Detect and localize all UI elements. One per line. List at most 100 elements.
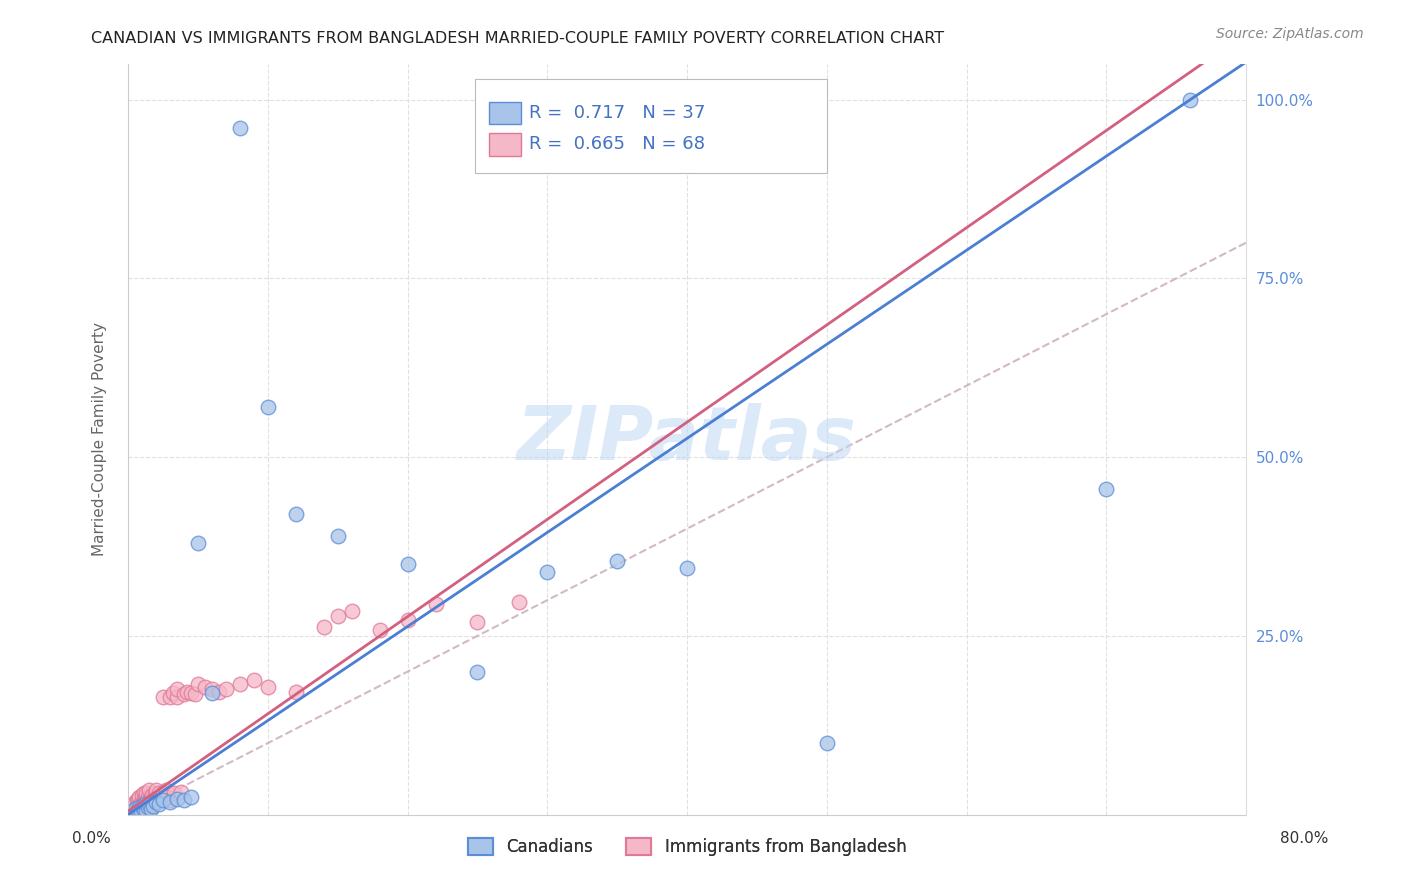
Point	[159, 795, 181, 809]
Point	[312, 620, 335, 634]
Point	[138, 782, 160, 797]
Point	[127, 799, 149, 814]
Point	[142, 799, 165, 814]
Point	[163, 786, 186, 800]
Point	[134, 797, 156, 811]
Point	[120, 804, 142, 818]
Point	[215, 682, 238, 697]
Point	[184, 688, 207, 702]
Point	[146, 789, 169, 804]
Point	[467, 615, 489, 629]
Point	[128, 797, 150, 811]
Point	[180, 686, 202, 700]
Point	[1178, 93, 1201, 107]
Point	[166, 792, 188, 806]
Point	[125, 805, 148, 819]
Point	[676, 561, 699, 575]
Text: Source: ZipAtlas.com: Source: ZipAtlas.com	[1216, 27, 1364, 41]
Text: R =  0.717   N = 37: R = 0.717 N = 37	[530, 103, 706, 122]
Point	[129, 795, 152, 809]
Point	[152, 690, 174, 704]
Point	[229, 677, 252, 691]
Point	[121, 799, 143, 814]
Point	[176, 684, 198, 698]
Point	[136, 800, 159, 814]
Point	[170, 785, 193, 799]
Point	[229, 121, 252, 136]
Point	[156, 789, 179, 804]
FancyBboxPatch shape	[475, 79, 827, 173]
Point	[243, 673, 266, 688]
Point	[145, 782, 167, 797]
Point	[159, 793, 181, 807]
Point	[187, 677, 209, 691]
Point	[129, 805, 152, 819]
Point	[121, 803, 143, 817]
Point	[166, 690, 188, 704]
Point	[340, 604, 363, 618]
Point	[508, 594, 530, 608]
Point	[131, 799, 153, 814]
Point	[139, 789, 162, 804]
Legend: Canadians, Immigrants from Bangladesh: Canadians, Immigrants from Bangladesh	[461, 831, 912, 863]
Point	[127, 803, 149, 817]
Point	[467, 665, 489, 679]
Point	[122, 797, 145, 811]
Point	[155, 782, 177, 797]
Point	[135, 786, 157, 800]
Point	[326, 608, 349, 623]
Point	[201, 686, 224, 700]
Point	[180, 789, 202, 804]
Point	[152, 786, 174, 800]
Point	[122, 804, 145, 818]
Point	[326, 529, 349, 543]
Point	[125, 793, 148, 807]
Point	[128, 800, 150, 814]
Point	[124, 802, 146, 816]
Point	[173, 793, 195, 807]
Point	[148, 797, 170, 811]
Point	[135, 804, 157, 818]
Point	[284, 508, 307, 522]
Point	[138, 797, 160, 811]
Point	[159, 690, 181, 704]
Text: R =  0.665   N = 68: R = 0.665 N = 68	[530, 136, 706, 153]
Point	[131, 788, 153, 802]
Point	[148, 786, 170, 800]
Point	[194, 681, 217, 695]
Point	[143, 786, 166, 800]
Point	[122, 805, 145, 820]
Text: ZIPatlas: ZIPatlas	[517, 403, 858, 475]
Point	[138, 793, 160, 807]
FancyBboxPatch shape	[489, 102, 520, 124]
Point	[142, 792, 165, 806]
Point	[201, 682, 224, 697]
Point	[368, 623, 391, 637]
Point	[124, 802, 146, 816]
Point	[120, 800, 142, 814]
Point	[141, 788, 163, 802]
Point	[121, 804, 143, 818]
Point	[132, 786, 155, 800]
Point	[132, 803, 155, 817]
Point	[134, 789, 156, 804]
Point	[166, 682, 188, 697]
Text: 80.0%: 80.0%	[1281, 831, 1329, 846]
Point	[145, 789, 167, 804]
Point	[208, 684, 231, 698]
Point	[118, 805, 141, 820]
Point	[135, 792, 157, 806]
Point	[145, 795, 167, 809]
Point	[149, 789, 172, 804]
Point	[152, 793, 174, 807]
Point	[173, 688, 195, 702]
Text: CANADIAN VS IMMIGRANTS FROM BANGLADESH MARRIED-COUPLE FAMILY POVERTY CORRELATION: CANADIAN VS IMMIGRANTS FROM BANGLADESH M…	[91, 31, 945, 46]
Point	[139, 802, 162, 816]
Point	[131, 797, 153, 811]
Point	[120, 806, 142, 821]
Point	[536, 565, 558, 579]
Point	[124, 795, 146, 809]
Point	[1095, 483, 1118, 497]
Point	[136, 789, 159, 804]
Point	[396, 558, 419, 572]
